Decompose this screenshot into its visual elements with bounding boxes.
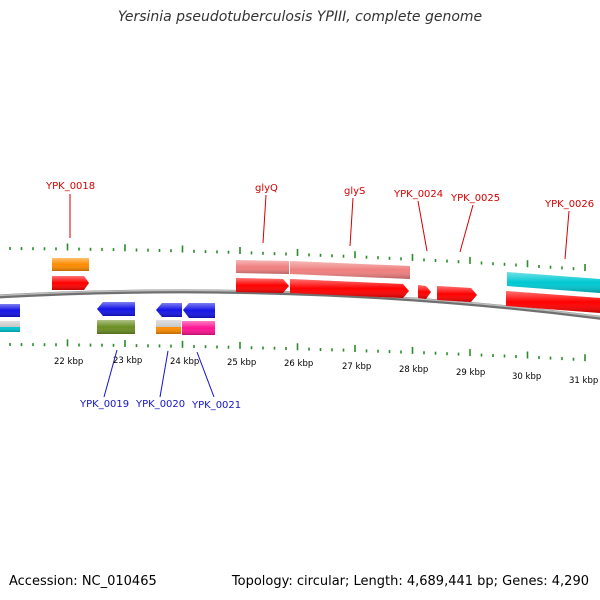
upper-gene-labels: YPK_0018 glyQ glyS YPK_0024 YPK_0025 YPK… — [45, 181, 594, 210]
accession-text: Accession: NC_010465 — [9, 574, 157, 589]
scale-label: 22 kbp — [54, 357, 83, 367]
scale-label: 26 kbp — [284, 359, 313, 369]
scale-label: 31 kbp — [569, 376, 598, 386]
genome-backbone — [0, 289, 600, 320]
scale-label: 24 kbp — [170, 357, 199, 367]
lower-gene-labels: YPK_0019 YPK_0020 YPK_0021 — [79, 399, 241, 411]
upper-tick-marks — [9, 243, 586, 271]
scale-label: 27 kbp — [342, 362, 371, 372]
gene-label[interactable]: YPK_0025 — [450, 193, 500, 204]
gene-label[interactable]: YPK_0020 — [135, 399, 185, 410]
gene-label[interactable]: glyS — [344, 186, 365, 197]
topology-text: Topology: circular; Length: 4,689,441 bp… — [231, 574, 589, 589]
map-title: Yersinia pseudotuberculosis YPIII, compl… — [117, 9, 483, 25]
lower-leaders — [103, 349, 215, 398]
gene-label[interactable]: glyQ — [255, 183, 278, 194]
upper-leaders — [69, 194, 570, 260]
lower-features — [0, 302, 215, 335]
gene-label[interactable]: YPK_0024 — [393, 189, 443, 200]
scale-label: 23 kbp — [113, 356, 142, 366]
scale-label: 29 kbp — [456, 368, 485, 378]
gene-label[interactable]: YPK_0026 — [544, 199, 594, 210]
gene-label[interactable]: YPK_0021 — [191, 400, 241, 411]
scale-labels: 22 kbp 23 kbp 24 kbp 25 kbp 26 kbp 27 kb… — [54, 356, 598, 386]
gene-label[interactable]: YPK_0019 — [79, 399, 129, 410]
upper-features — [52, 258, 600, 313]
scale-label: 28 kbp — [399, 365, 428, 375]
scale-label: 30 kbp — [512, 372, 541, 382]
scale-label: 25 kbp — [227, 358, 256, 368]
lower-tick-marks — [9, 339, 586, 362]
gene-label[interactable]: YPK_0018 — [45, 181, 95, 192]
